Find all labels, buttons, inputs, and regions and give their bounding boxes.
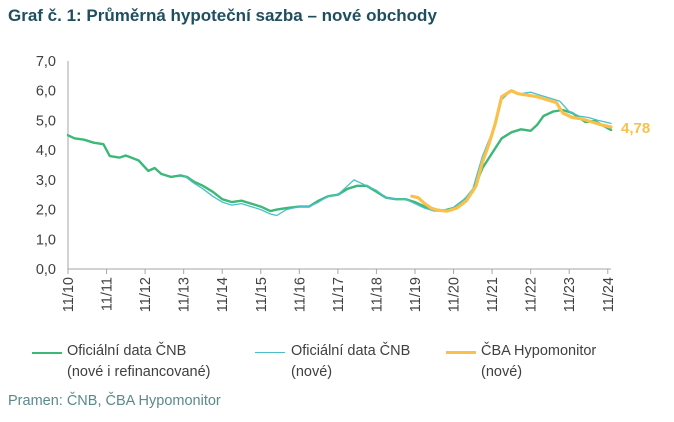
y-tick-label: 2,0: [36, 203, 56, 219]
y-tick-label: 6,0: [36, 84, 56, 100]
x-tick-label: 11/14: [215, 277, 231, 312]
legend-label-line: Oficiální data ČNB: [291, 343, 411, 359]
legend-label-cnb-new: Oficiální data ČNB (nové): [291, 341, 410, 383]
legend-swatch-hypomonitor: [446, 351, 476, 354]
legend-label-line: (nové i refinancované): [67, 364, 211, 380]
y-tick-label: 3,0: [36, 173, 56, 189]
x-tick-label: 11/17: [331, 277, 347, 312]
y-tick-label: 0,0: [36, 262, 56, 278]
series-line-2: [183, 90, 612, 217]
legend-label-line: ČBA Hypomonitor: [481, 343, 597, 359]
y-tick-label: 1,0: [36, 232, 56, 248]
x-tick-label: 11/24: [601, 277, 617, 312]
x-tick-label: 11/12: [138, 277, 154, 312]
legend-label-cnb-all: Oficiální data ČNB (nové i refinancované…: [67, 341, 210, 383]
legend-swatch-cnb-all: [32, 352, 62, 354]
end-value-label: 4,78: [621, 120, 650, 137]
x-tick-label: 11/11: [100, 277, 116, 311]
y-tick-label: 7,0: [36, 54, 56, 70]
legend-label-line: Oficiální data ČNB: [67, 343, 187, 359]
line-chart: 0,0 1,0 2,0 3,0 4,0 5,0 6,0 7,0 11/10 11/11 11/12 1…: [36, 54, 650, 312]
legend-label-hypomonitor: ČBA Hypomonitor (nové): [481, 341, 596, 383]
y-tick-label: 5,0: [36, 113, 56, 129]
x-tick-label: 11/19: [408, 277, 424, 312]
x-tick-label: 11/18: [369, 277, 385, 312]
y-tick-label: 4,0: [36, 143, 56, 159]
x-tick-label: 11/22: [524, 277, 540, 312]
legend-swatch-cnb-new: [255, 352, 285, 353]
legend-label-line: (nové): [291, 364, 333, 380]
x-tick-label: 11/23: [562, 277, 578, 312]
x-tick-label: 11/15: [254, 277, 270, 312]
series-line-3: [410, 89, 613, 213]
x-tick-label: 11/20: [447, 277, 463, 312]
source-note: Pramen: ČNB, ČBA Hypomonitor: [8, 393, 221, 409]
x-tick-label: 11/16: [292, 277, 308, 312]
chart-title: Graf č. 1: Průměrná hypoteční sazba – no…: [8, 6, 437, 25]
legend-label-line: (nové): [481, 364, 523, 380]
x-tick-label: 11/21: [485, 277, 501, 312]
series-line-1: [66, 108, 613, 213]
x-tick-label: 11/13: [177, 277, 193, 312]
x-tick-label: 11/10: [61, 277, 77, 312]
